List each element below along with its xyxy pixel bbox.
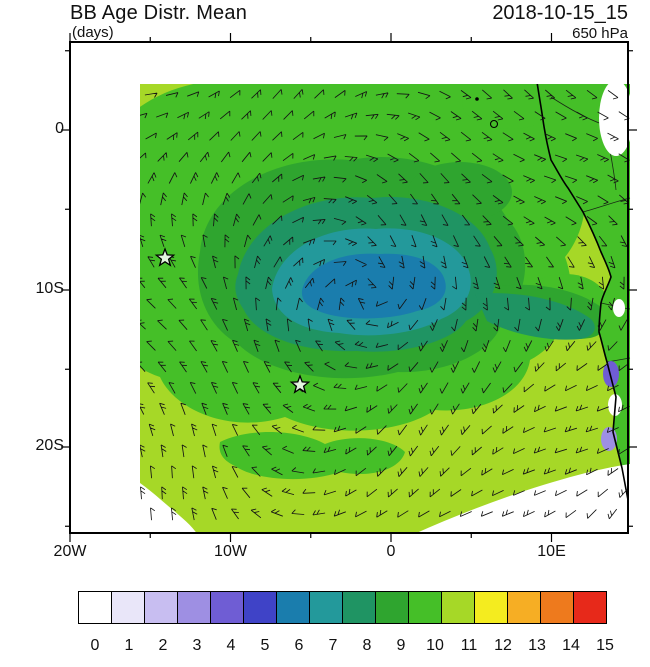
colorbar-tick-label: 1 — [124, 637, 134, 654]
colorbar-cell — [573, 591, 607, 624]
x-axis-label: 20W — [53, 543, 87, 560]
axis-ticks — [61, 33, 637, 542]
colorbar-cell — [111, 591, 145, 624]
x-axis-label: 10E — [537, 543, 566, 560]
y-axis-label: 20S — [35, 437, 64, 454]
colorbar-cell — [276, 591, 310, 624]
age-region-0 — [140, 84, 633, 535]
colorbar-tick-label: 5 — [260, 637, 270, 654]
colorbar-cell — [375, 591, 409, 624]
colorbar-cell — [408, 591, 442, 624]
age-region-6-core — [301, 253, 446, 319]
plot-frame — [69, 41, 629, 534]
units-label: (days) — [72, 24, 114, 41]
wind-barbs — [140, 89, 630, 521]
colorbar-tick-label: 6 — [294, 637, 304, 654]
datetime-label: 2018-10-15_15 — [492, 2, 628, 24]
colorbar-cell — [441, 591, 475, 624]
colorbar-tick-label: 12 — [494, 637, 512, 654]
colorbar-tick-label: 8 — [362, 637, 372, 654]
island-dot — [475, 97, 479, 101]
plot-title: BB Age Distr. Mean — [70, 2, 248, 24]
colorbar-cell — [474, 591, 508, 624]
star-marker — [289, 374, 311, 394]
y-axis-label: 0 — [55, 120, 64, 137]
colorbar-tick-label: 0 — [90, 637, 100, 654]
colorbar-cell — [177, 591, 211, 624]
map-field — [140, 84, 633, 535]
colorbar-cell — [78, 591, 112, 624]
colorbar-tick-label: 2 — [158, 637, 168, 654]
coastline — [536, 84, 629, 501]
colorbar-cell — [243, 591, 277, 624]
colorbar-tick-label: 4 — [226, 637, 236, 654]
colorbar-tick-label: 15 — [596, 637, 614, 654]
star-marker — [154, 247, 176, 267]
x-axis-label: 10W — [214, 543, 247, 560]
colorbar-tick-label: 9 — [396, 637, 406, 654]
colorbar-tick-label: 10 — [426, 637, 444, 654]
map-plot — [61, 33, 637, 542]
colorbar — [78, 591, 607, 624]
colorbar-cell — [309, 591, 343, 624]
colorbar-cell — [342, 591, 376, 624]
colorbar-tick-label: 14 — [562, 637, 580, 654]
colorbar-cell — [144, 591, 178, 624]
x-axis-label: 0 — [386, 543, 396, 560]
station-markers — [154, 247, 311, 394]
colorbar-tick-label: 13 — [528, 637, 546, 654]
colorbar-tick-label: 11 — [460, 637, 478, 654]
colorbar-cell — [540, 591, 574, 624]
level-label: 650 hPa — [572, 25, 628, 42]
colorbar-cell — [507, 591, 541, 624]
colorbar-tick-label: 7 — [328, 637, 338, 654]
island-outline — [489, 119, 499, 129]
y-axis-label: 10S — [35, 280, 64, 297]
colorbar-tick-label: 3 — [192, 637, 202, 654]
colorbar-cell — [210, 591, 244, 624]
